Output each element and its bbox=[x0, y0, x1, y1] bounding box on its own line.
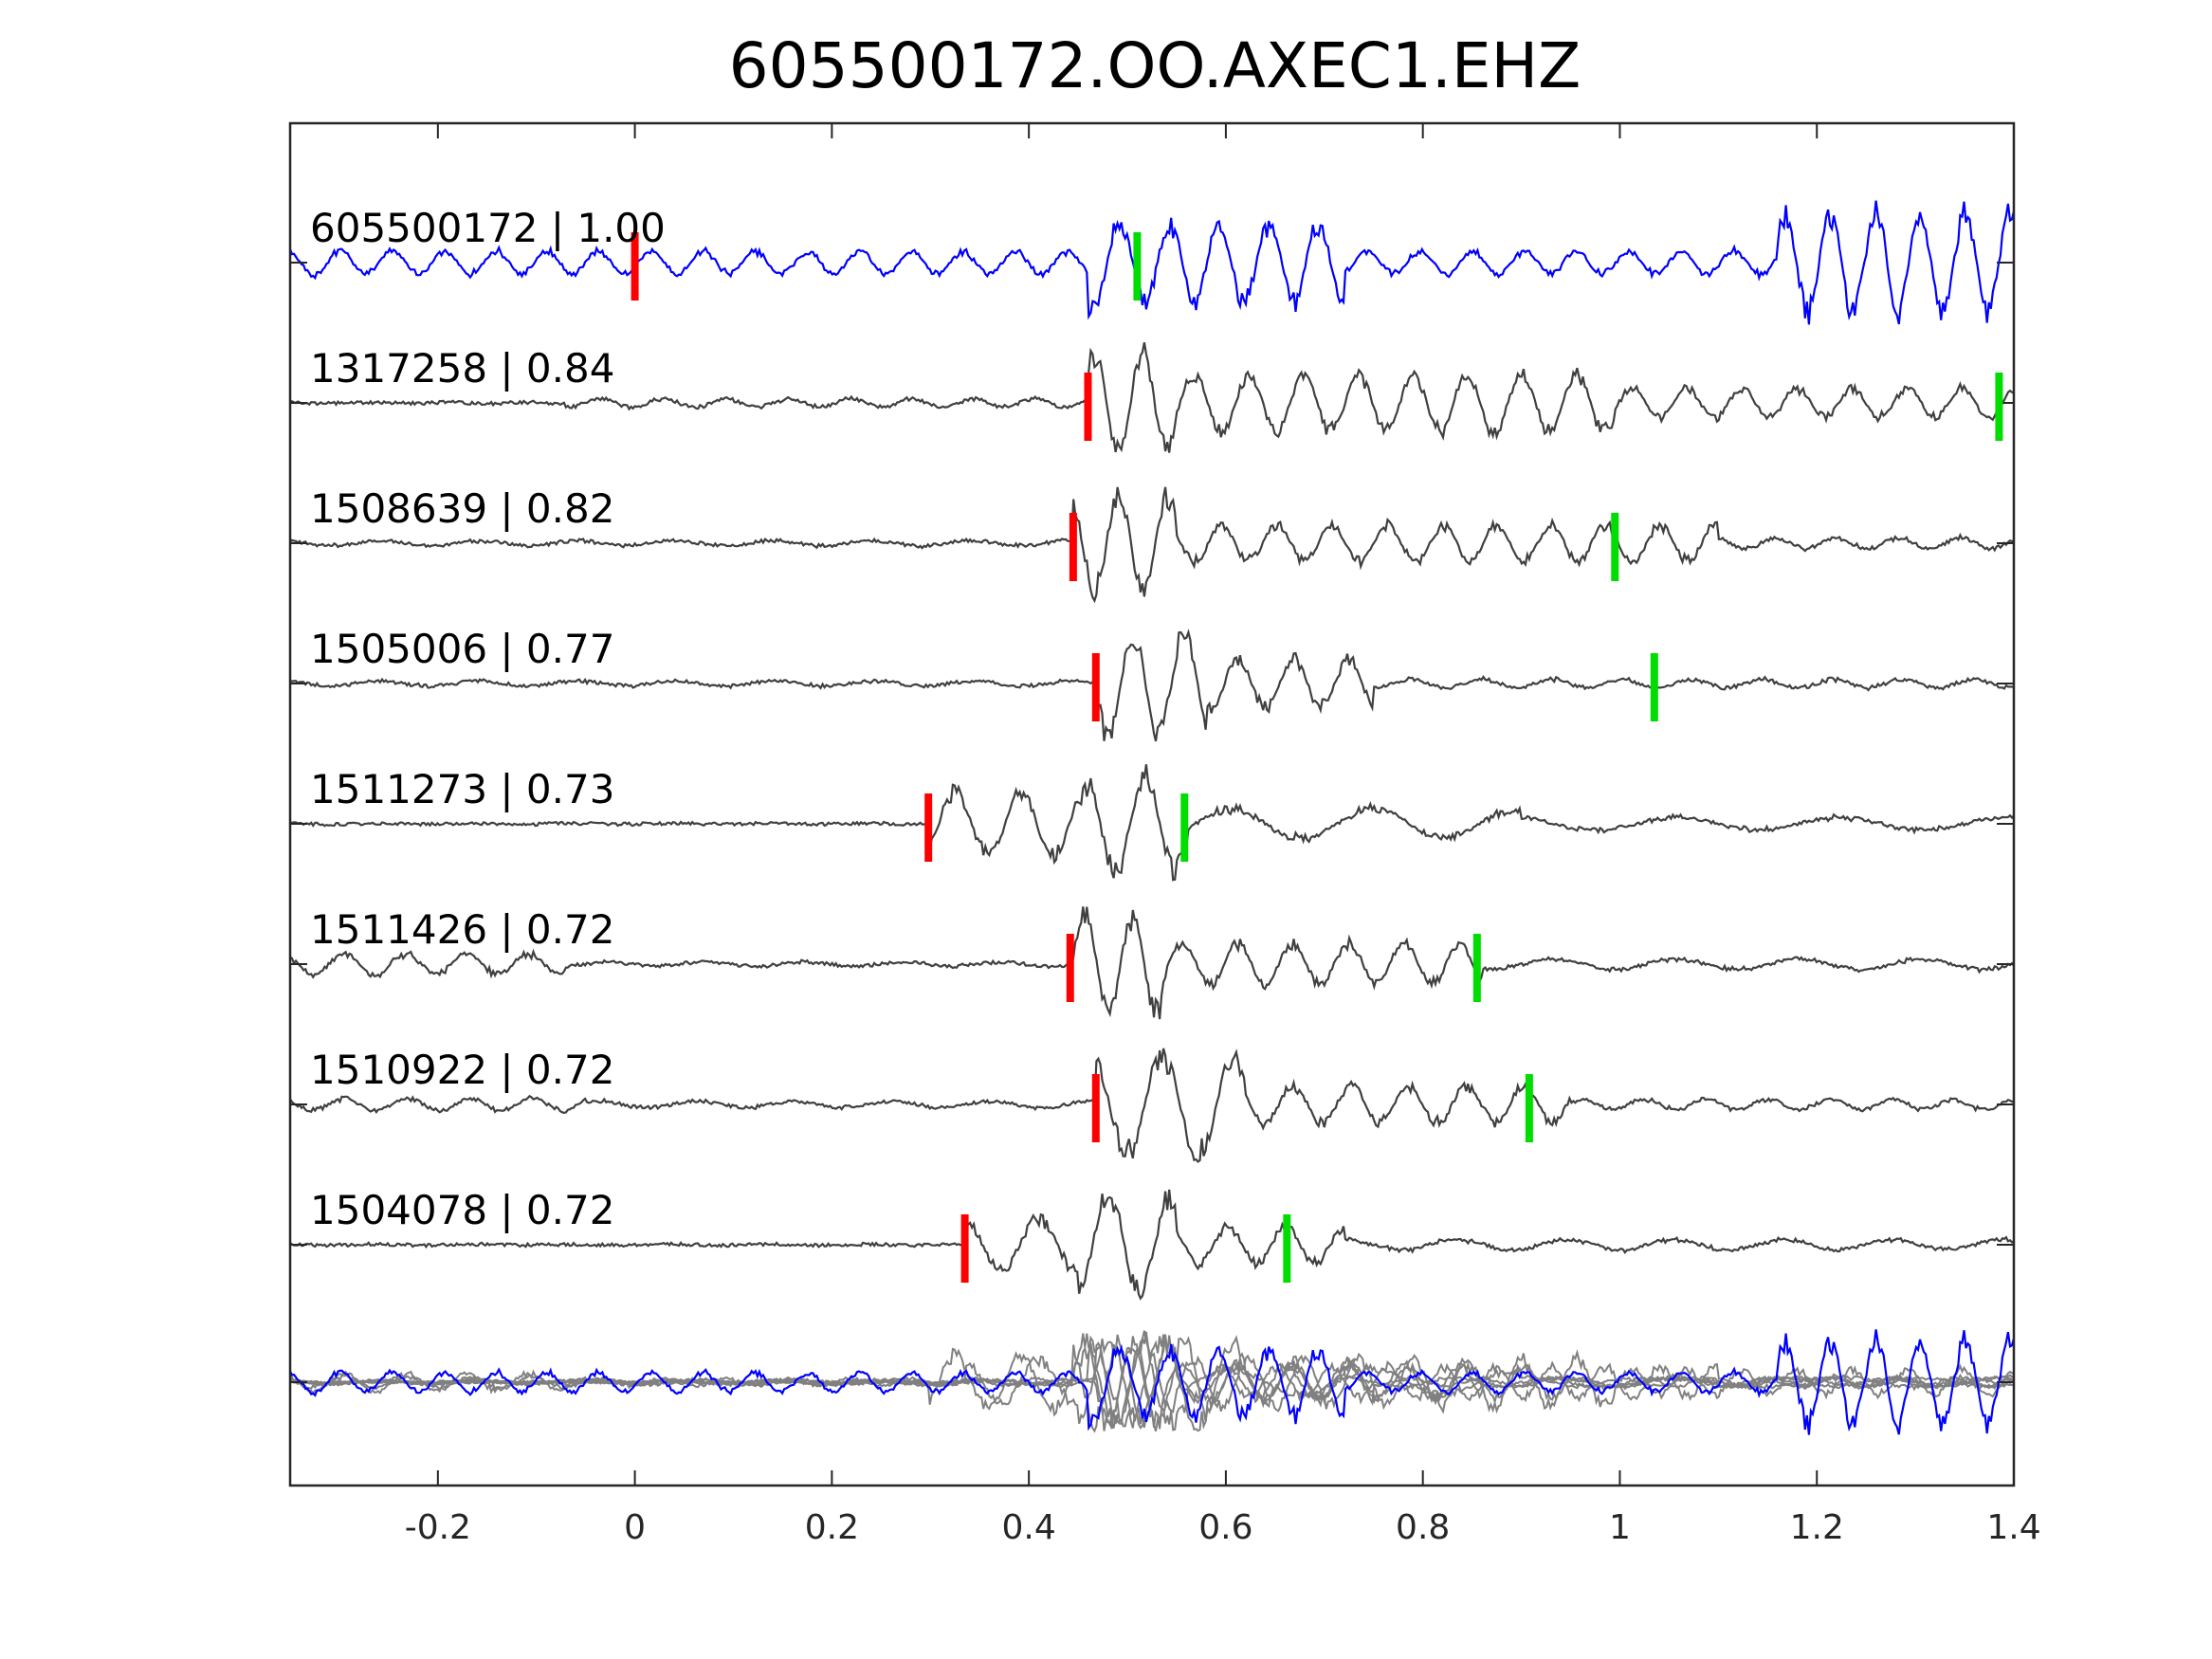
overlay-stack bbox=[289, 1329, 2016, 1435]
x-tick-label-8: 1.4 bbox=[1986, 1508, 2040, 1547]
axes-box bbox=[288, 121, 2016, 1487]
x-tick-label-1: 0 bbox=[624, 1508, 646, 1547]
trace-line-7 bbox=[289, 1189, 2015, 1301]
trace-7: 1504078 | 0.72 bbox=[289, 1187, 2015, 1301]
x-tick-label-4: 0.6 bbox=[1198, 1508, 1252, 1547]
trace-label-6: 1510922 | 0.72 bbox=[310, 1047, 614, 1093]
trace-0: 605500172 | 1.00 bbox=[288, 200, 2016, 325]
overlay-trace-6 bbox=[289, 1334, 2015, 1432]
x-tick-label-5: 0.8 bbox=[1396, 1508, 1450, 1547]
trace-4: 1511273 | 0.73 bbox=[289, 764, 2015, 882]
trace-label-1: 1317258 | 0.84 bbox=[310, 345, 614, 392]
trace-label-4: 1511273 | 0.73 bbox=[310, 766, 614, 812]
trace-label-3: 1505006 | 0.77 bbox=[310, 626, 614, 672]
trace-line-5 bbox=[289, 906, 2015, 1020]
trace-line-0 bbox=[288, 200, 2016, 325]
trace-line-4 bbox=[289, 764, 2015, 882]
trace-label-2: 1508639 | 0.82 bbox=[310, 485, 614, 532]
overlay-trace-7 bbox=[289, 1335, 2015, 1430]
x-tick-label-7: 1.2 bbox=[1790, 1508, 1844, 1547]
trace-label-7: 1504078 | 0.72 bbox=[310, 1187, 614, 1233]
trace-label-0: 605500172 | 1.00 bbox=[310, 205, 666, 251]
x-tick-label-0: -0.2 bbox=[405, 1508, 471, 1547]
trace-5: 1511426 | 0.72 bbox=[289, 906, 2015, 1020]
x-tick-label-2: 0.2 bbox=[805, 1508, 859, 1547]
x-axis: -0.2 0 0.2 0.4 0.6 0.8 1 1.2 1.4 bbox=[405, 123, 2041, 1547]
overlay-template-trace bbox=[289, 1329, 2016, 1435]
trace-1: 1317258 | 0.84 bbox=[289, 341, 2015, 453]
plot-area: 605500172 | 1.00 1317258 | 0.84 1508639 | … bbox=[288, 200, 2016, 1435]
x-tick-label-6: 1 bbox=[1609, 1508, 1631, 1547]
x-tick-label-3: 0.4 bbox=[1002, 1508, 1056, 1547]
trace-3: 1505006 | 0.77 bbox=[289, 626, 2014, 742]
trace-label-5: 1511426 | 0.72 bbox=[310, 906, 614, 953]
trace-6: 1510922 | 0.72 bbox=[289, 1047, 2015, 1163]
trace-2: 1508639 | 0.82 bbox=[289, 485, 2015, 604]
trace-line-1 bbox=[289, 341, 2015, 453]
trace-line-3 bbox=[289, 629, 2014, 742]
chart-title: 605500172.OO.AXEC1.EHZ bbox=[729, 29, 1581, 102]
trace-line-2 bbox=[289, 486, 2015, 604]
trace-line-6 bbox=[289, 1048, 2015, 1163]
